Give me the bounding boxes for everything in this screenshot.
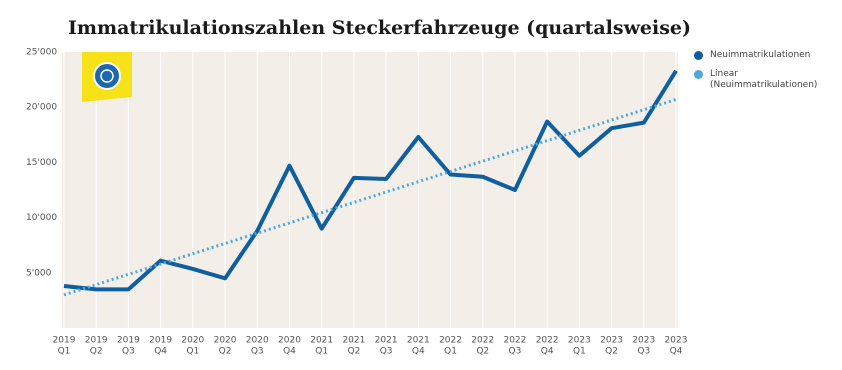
x-tick-label: 2020 — [278, 336, 301, 346]
chart-title: Immatrikulationszahlen Steckerfahrzeuge … — [68, 17, 691, 39]
legend-marker — [694, 51, 703, 60]
x-tick-label: 2019 — [117, 336, 140, 346]
x-tick-label: 2020 — [181, 336, 204, 346]
y-tick-label: 5'000 — [26, 268, 52, 278]
x-tick-label: Q1 — [315, 347, 328, 357]
legend: Neuimmatrikulationen Linear (Neuimmatriku… — [694, 50, 824, 99]
x-tick-label: 2020 — [246, 336, 269, 346]
x-tick-label: Q1 — [573, 347, 586, 357]
x-tick-label: Q1 — [58, 347, 71, 357]
x-tick-label: 2021 — [375, 336, 398, 346]
trend-line — [63, 98, 677, 297]
x-tick-label: Q2 — [90, 347, 103, 357]
x-tick-label: Q4 — [541, 347, 554, 357]
x-tick-label: 2022 — [439, 336, 462, 346]
x-tick-label: Q4 — [283, 347, 296, 357]
plot-background — [62, 52, 678, 328]
x-tick-label: Q4 — [412, 347, 425, 357]
x-tick-label: 2019 — [149, 336, 172, 346]
y-tick-label: 10'000 — [26, 213, 57, 223]
x-tick-label: Q2 — [605, 347, 618, 357]
x-tick-label: Q3 — [509, 347, 522, 357]
x-tick-label: 2023 — [665, 336, 688, 346]
x-tick-label: 2022 — [503, 336, 526, 346]
legend-marker — [694, 70, 703, 79]
x-tick-label: Q2 — [219, 347, 232, 357]
x-tick-label: Q3 — [380, 347, 393, 357]
y-tick-label: 20'000 — [26, 103, 57, 113]
legend-label: Linear (Neuimmatrikulationen) — [710, 69, 818, 90]
x-tick-label: 2023 — [568, 336, 591, 346]
x-tick-label: 2022 — [536, 336, 559, 346]
x-tick-label: Q3 — [251, 347, 264, 357]
y-tick-label: 15'000 — [26, 158, 57, 168]
x-tick-label: 2023 — [632, 336, 655, 346]
x-tick-label: Q2 — [347, 347, 360, 357]
x-tick-label: Q1 — [444, 347, 457, 357]
legend-label: Neuimmatrikulationen — [710, 50, 811, 60]
legend-item: Linear (Neuimmatrikulationen) — [694, 69, 824, 91]
x-tick-label: Q1 — [186, 347, 199, 357]
x-tick-label: 2021 — [310, 336, 333, 346]
x-tick-label: Q4 — [154, 347, 167, 357]
x-tick-label: Q2 — [476, 347, 489, 357]
x-tick-label: 2021 — [407, 336, 430, 346]
x-tick-label: 2021 — [342, 336, 365, 346]
x-tick-label: 2019 — [53, 336, 76, 346]
x-tick-label: 2019 — [85, 336, 108, 346]
y-tick-label: 25'000 — [26, 48, 57, 58]
x-tick-label: 2023 — [600, 336, 623, 346]
legend-item: Neuimmatrikulationen — [694, 50, 824, 61]
logo — [82, 52, 132, 102]
x-tick-label: Q3 — [122, 347, 135, 357]
x-tick-label: 2022 — [471, 336, 494, 346]
x-tick-label: 2020 — [214, 336, 237, 346]
line — [63, 69, 678, 292]
x-tick-label: Q3 — [637, 347, 650, 357]
x-tick-label: Q4 — [670, 347, 683, 357]
